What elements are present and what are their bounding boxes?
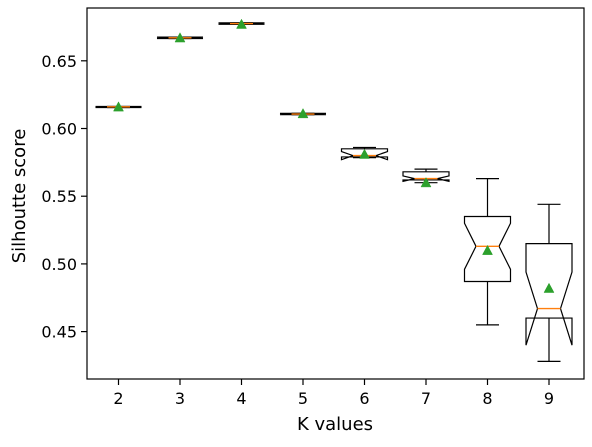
- mean-marker: [297, 108, 309, 119]
- box-k-8: [463, 178, 512, 326]
- x-tick-label: 6: [359, 389, 369, 408]
- notched-box: [402, 171, 450, 183]
- y-tick-label: 0.45: [41, 323, 77, 342]
- mean-marker: [113, 101, 124, 112]
- x-tick-label: 5: [298, 389, 308, 408]
- notched-box: [525, 242, 573, 346]
- y-tick-label: 0.65: [41, 52, 77, 71]
- x-tick-label: 7: [421, 389, 431, 408]
- box-k-2: [95, 101, 142, 112]
- box-k-4: [218, 18, 265, 29]
- mean-marker: [482, 244, 493, 255]
- x-axis-label: K values: [297, 414, 373, 435]
- y-tick-label: 0.50: [41, 255, 77, 274]
- x-tick-label: 9: [544, 389, 554, 408]
- box-k-7: [402, 168, 450, 188]
- mean-marker: [174, 32, 186, 43]
- box-k-3: [156, 32, 204, 43]
- x-axis-ticks: 2 3 4 5 6 7 8 9: [113, 379, 554, 408]
- plot-frame: [86, 7, 585, 380]
- y-tick-label: 0.55: [41, 187, 77, 206]
- mean-marker: [359, 148, 370, 159]
- y-tick-label: 0.60: [41, 120, 77, 139]
- notched-box: [463, 215, 512, 283]
- boxplots: [95, 18, 573, 362]
- box-k-9: [525, 203, 573, 362]
- mean-marker: [236, 18, 247, 29]
- y-axis-label: Silhoutte score: [9, 129, 30, 264]
- box-k-5: [279, 108, 327, 119]
- box-k-6: [340, 146, 389, 161]
- mean-marker: [420, 177, 432, 188]
- x-tick-label: 4: [236, 389, 246, 408]
- notched-box: [340, 148, 389, 161]
- y-axis-ticks: 0.45 0.50 0.55 0.60 0.65: [41, 52, 87, 342]
- x-tick-label: 3: [175, 389, 185, 408]
- x-tick-label: 8: [482, 389, 492, 408]
- x-tick-label: 2: [113, 389, 123, 408]
- mean-marker: [543, 282, 555, 293]
